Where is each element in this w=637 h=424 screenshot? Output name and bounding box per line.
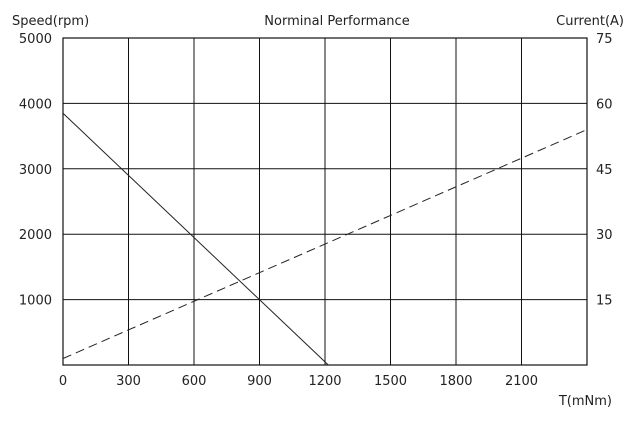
- y-right-tick-label: 60: [596, 97, 613, 112]
- x-tick-label: 300: [116, 374, 141, 389]
- y-right-tick-label: 15: [596, 294, 613, 309]
- left-axis-label: Speed(rpm): [12, 14, 89, 29]
- grid: [63, 38, 587, 365]
- y-left-tick-label: 1000: [19, 294, 52, 309]
- tick-labels: 0 300 600 900 1200 1500 1800 2100 1000 2000 3000 40…: [19, 32, 613, 389]
- y-right-tick-label: 30: [596, 228, 613, 243]
- x-tick-label: 1800: [439, 374, 472, 389]
- x-tick-label: 600: [182, 374, 207, 389]
- plot-frame: [62, 37, 588, 366]
- current-series-line: [62, 129, 588, 359]
- right-axis-label: Current(A): [556, 14, 624, 29]
- y-left-tick-label: 2000: [19, 228, 52, 243]
- x-tick-label: 2100: [505, 374, 538, 389]
- x-axis-label: T(mNm): [558, 394, 612, 409]
- x-tick-label: 900: [247, 374, 272, 389]
- speed-series-line: [62, 112, 329, 366]
- series-layer: [62, 112, 588, 366]
- y-left-tick-label: 4000: [19, 97, 52, 112]
- x-tick-label: 1500: [374, 374, 407, 389]
- x-tick-label: 1200: [308, 374, 341, 389]
- x-tick-label: 0: [59, 374, 67, 389]
- y-right-tick-label: 45: [596, 163, 613, 178]
- y-right-tick-label: 75: [596, 32, 613, 47]
- chart-title: Norminal Performance: [264, 14, 409, 29]
- y-left-tick-label: 5000: [19, 32, 52, 47]
- y-left-tick-label: 3000: [19, 163, 52, 178]
